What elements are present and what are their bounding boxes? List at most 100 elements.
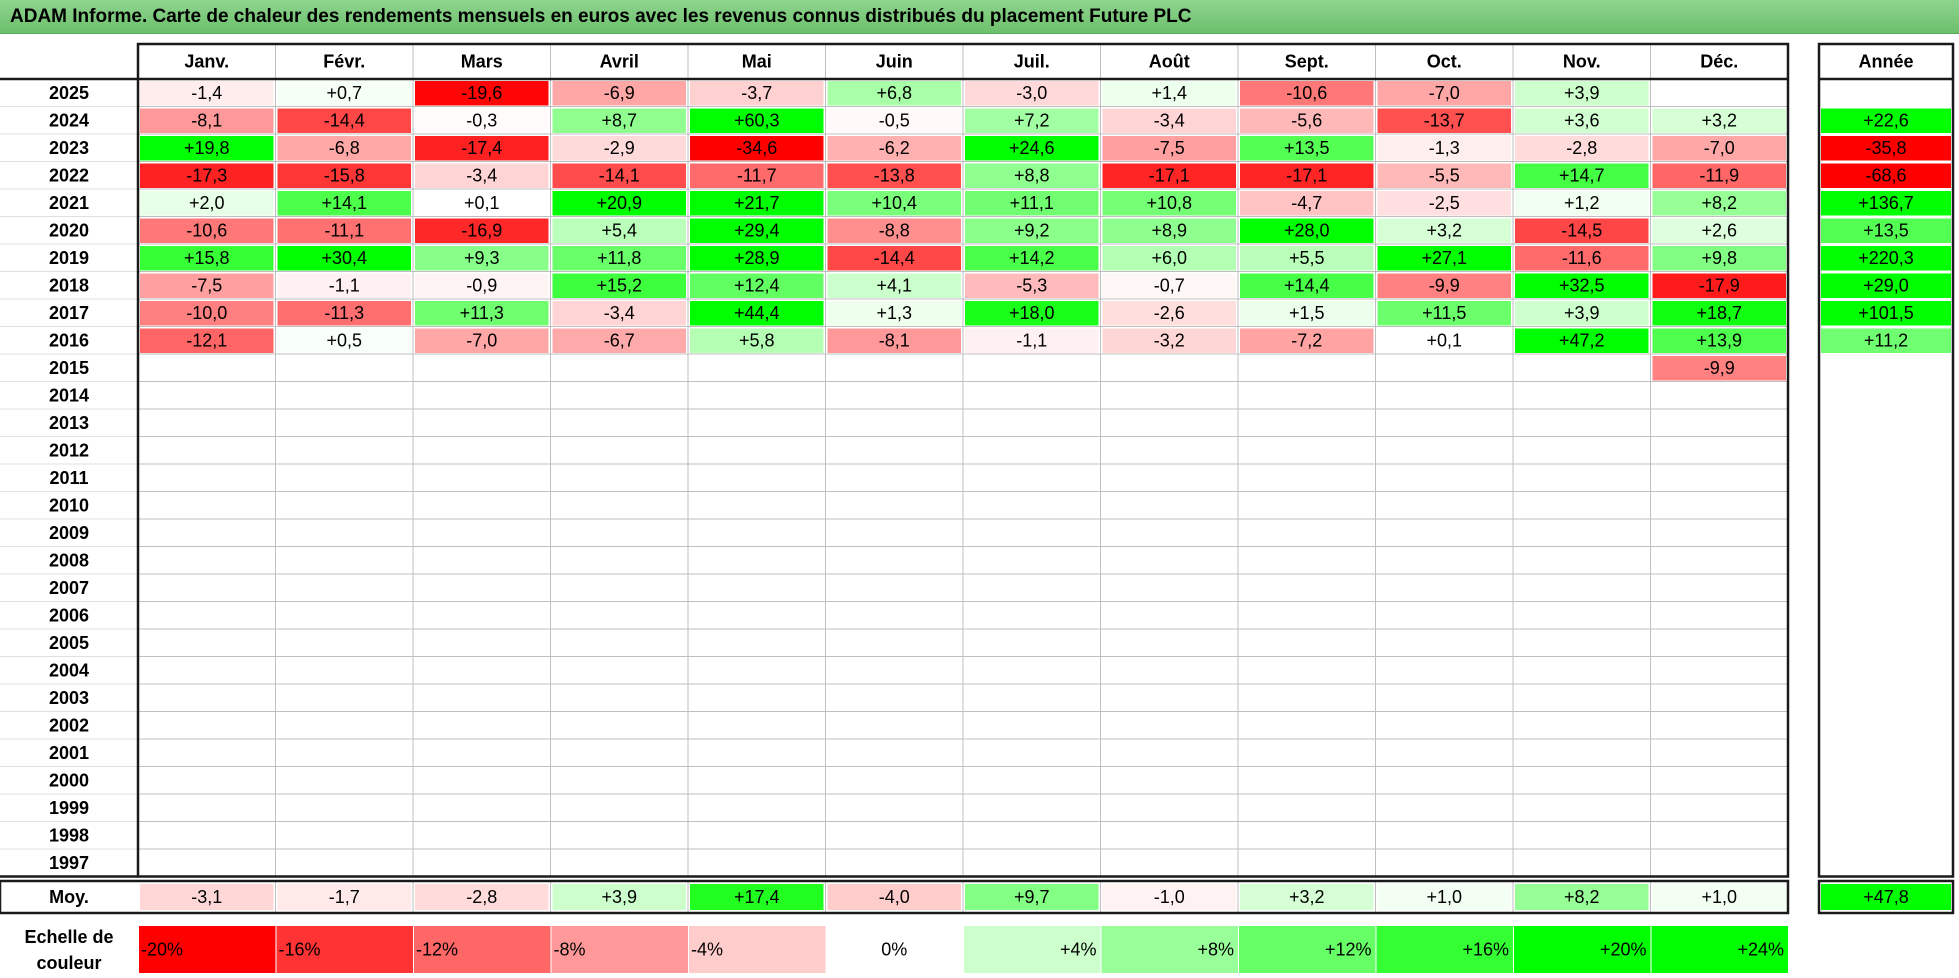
cell-value: -3,0 (1016, 83, 1047, 103)
annual-cell (1821, 108, 1951, 133)
cell-value: +30,4 (321, 248, 367, 268)
cell-value: +1,4 (1151, 83, 1187, 103)
cell-value: -17,4 (461, 138, 502, 158)
heatmap-cell (1240, 246, 1374, 271)
year-label: 2018 (49, 275, 89, 295)
cell-value: -6,9 (604, 83, 635, 103)
cell-value: -3,2 (1154, 330, 1185, 350)
legend-swatch (551, 926, 688, 973)
cell-value: +32,5 (1559, 275, 1605, 295)
heatmap-cell (827, 328, 961, 353)
heatmap-cell (1652, 356, 1786, 381)
cell-value: -5,6 (1291, 110, 1322, 130)
cell-value: +10,4 (871, 193, 917, 213)
annual-value: -35,8 (1865, 138, 1906, 158)
year-label: 2008 (49, 550, 89, 570)
annual-cell (1821, 301, 1951, 326)
heatmap-cell (1240, 191, 1374, 216)
avg-cell (140, 884, 274, 910)
legend-label: -4% (691, 940, 723, 960)
avg-cell (415, 884, 549, 910)
year-label: 2003 (49, 688, 89, 708)
legend-label: +4% (1060, 940, 1097, 960)
heatmap-cell (1102, 273, 1236, 298)
cell-value: -3,4 (466, 165, 497, 185)
heatmap-cell (1102, 191, 1236, 216)
heatmap-cell (552, 81, 686, 106)
cell-value: -3,4 (604, 303, 635, 323)
cell-value: -6,2 (879, 138, 910, 158)
heatmap-cell (277, 301, 411, 326)
year-label: 2011 (49, 468, 88, 488)
month-header: Mai (742, 52, 772, 72)
heatmap-cell (1102, 81, 1236, 106)
heatmap-cell (277, 108, 411, 133)
cell-value: -34,6 (736, 138, 777, 158)
cell-value: +8,7 (601, 110, 637, 130)
annual-value: +29,0 (1863, 275, 1909, 295)
cell-value: +6,8 (876, 83, 912, 103)
heatmap-cell (140, 246, 274, 271)
month-header: Juin (876, 52, 913, 72)
cell-value: +9,2 (1014, 220, 1050, 240)
cell-value: -8,1 (879, 330, 910, 350)
heatmap-cell (965, 163, 1099, 188)
avg-annual-value: +47,8 (1863, 887, 1909, 907)
heatmap-cell (1652, 136, 1786, 161)
heatmap-cell (140, 273, 274, 298)
cell-value: +9,8 (1701, 248, 1737, 268)
heatmap-cell (1652, 191, 1786, 216)
heatmap-cell (552, 136, 686, 161)
heatmap-cell (827, 273, 961, 298)
heatmap-cell (1515, 163, 1649, 188)
legend-label: +8% (1197, 940, 1234, 960)
legend-swatch (1239, 926, 1376, 973)
heatmap-cell (965, 328, 1099, 353)
heatmap-cell (552, 328, 686, 353)
heatmap-cell (1102, 136, 1236, 161)
avg-cell (1515, 884, 1649, 910)
cell-value: +3,2 (1701, 110, 1737, 130)
heatmap-cell (1515, 328, 1649, 353)
cell-value: +3,9 (1564, 303, 1600, 323)
legend-label: +12% (1325, 940, 1372, 960)
cell-value: -17,1 (1286, 165, 1327, 185)
cell-value: +47,2 (1559, 330, 1605, 350)
cell-value: +28,9 (734, 248, 780, 268)
annual-value: +22,6 (1863, 110, 1909, 130)
cell-value: +60,3 (734, 110, 780, 130)
cell-value: +0,1 (1426, 330, 1462, 350)
annual-value: +220,3 (1858, 248, 1914, 268)
heatmap-cell (1377, 328, 1511, 353)
heatmap-cell (965, 273, 1099, 298)
cell-value: -5,3 (1016, 275, 1047, 295)
legend-swatch (826, 926, 963, 973)
cell-value: +14,7 (1559, 165, 1605, 185)
heatmap-cell (140, 136, 274, 161)
heatmap-cell (1377, 218, 1511, 243)
avg-annual-cell (1821, 884, 1951, 910)
avg-value: +3,2 (1289, 887, 1325, 907)
heatmap-cell (1377, 108, 1511, 133)
heatmap-cell (140, 108, 274, 133)
heatmap-cell (690, 273, 824, 298)
year-label: 2019 (49, 248, 89, 268)
heatmap-cell (1102, 218, 1236, 243)
year-label: 2015 (49, 358, 89, 378)
avg-value: +1,0 (1426, 887, 1462, 907)
month-header: Août (1149, 52, 1190, 72)
annual-cell (1821, 328, 1951, 353)
legend-swatch (1514, 926, 1651, 973)
avg-cell (1377, 884, 1511, 910)
year-label: 1998 (49, 825, 89, 845)
cell-value: -1,1 (329, 275, 360, 295)
cell-value: -1,4 (191, 83, 222, 103)
month-header: Déc. (1700, 52, 1738, 72)
heatmap-cell (1240, 301, 1374, 326)
cell-value: -14,4 (874, 248, 915, 268)
cell-value: +0,7 (326, 83, 362, 103)
heatmap-cell (1102, 246, 1236, 271)
cell-value: +5,8 (739, 330, 775, 350)
heatmap-cell (827, 136, 961, 161)
avg-value: +9,7 (1014, 887, 1050, 907)
